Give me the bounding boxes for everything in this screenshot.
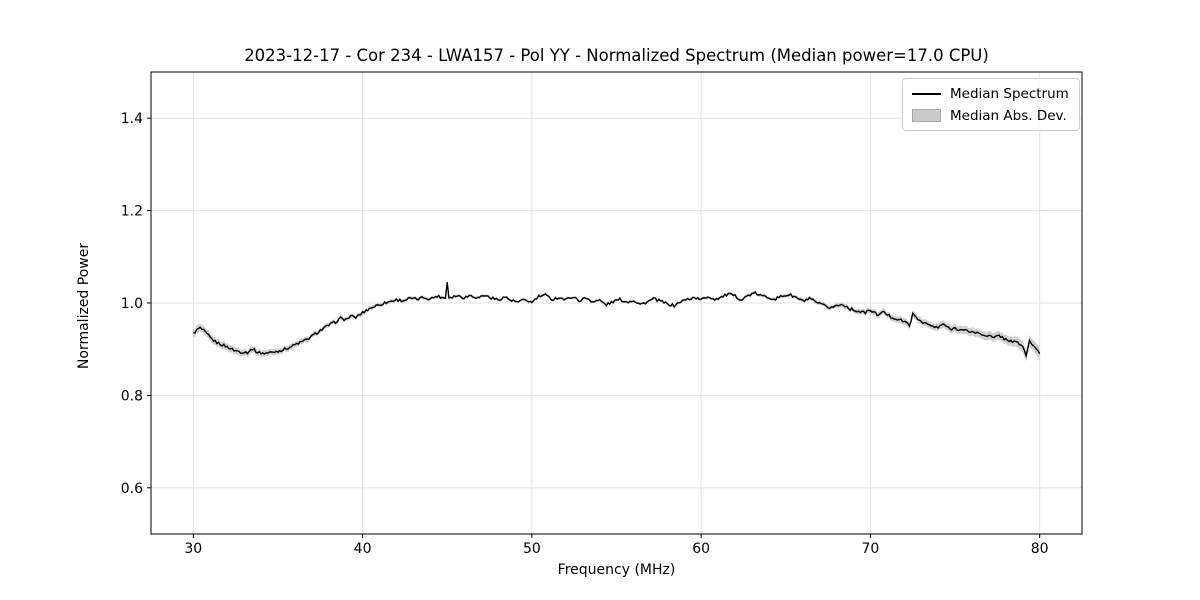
x-tick-label: 80 bbox=[1031, 541, 1049, 557]
x-tick-label: 50 bbox=[523, 541, 541, 557]
patch-swatch-icon bbox=[912, 109, 941, 122]
y-tick-label: 0.8 bbox=[121, 388, 143, 404]
y-tick-label: 1.2 bbox=[121, 204, 143, 220]
legend: Median Spectrum Median Abs. Dev. bbox=[902, 78, 1080, 131]
median-spectrum-line bbox=[193, 282, 1041, 359]
line-swatch-icon bbox=[912, 92, 941, 95]
x-tick-label: 30 bbox=[184, 541, 202, 557]
y-tick-label: 1.0 bbox=[121, 296, 143, 312]
y-tick-label: 0.6 bbox=[121, 481, 143, 497]
chart-title: 2023-12-17 - Cor 234 - LWA157 - Pol YY -… bbox=[244, 46, 989, 65]
mad-band bbox=[193, 280, 1040, 362]
legend-item-median-spectrum: Median Spectrum bbox=[912, 85, 1069, 102]
x-tick-label: 70 bbox=[861, 541, 879, 557]
y-tick-label: 1.4 bbox=[121, 111, 143, 127]
x-tick-label: 40 bbox=[354, 541, 372, 557]
x-axis-label: Frequency (MHz) bbox=[557, 562, 676, 578]
x-tick-label: 60 bbox=[692, 541, 710, 557]
legend-item-median-abs-dev: Median Abs. Dev. bbox=[912, 107, 1069, 124]
legend-label: Median Abs. Dev. bbox=[950, 107, 1067, 124]
legend-label: Median Spectrum bbox=[950, 85, 1069, 102]
